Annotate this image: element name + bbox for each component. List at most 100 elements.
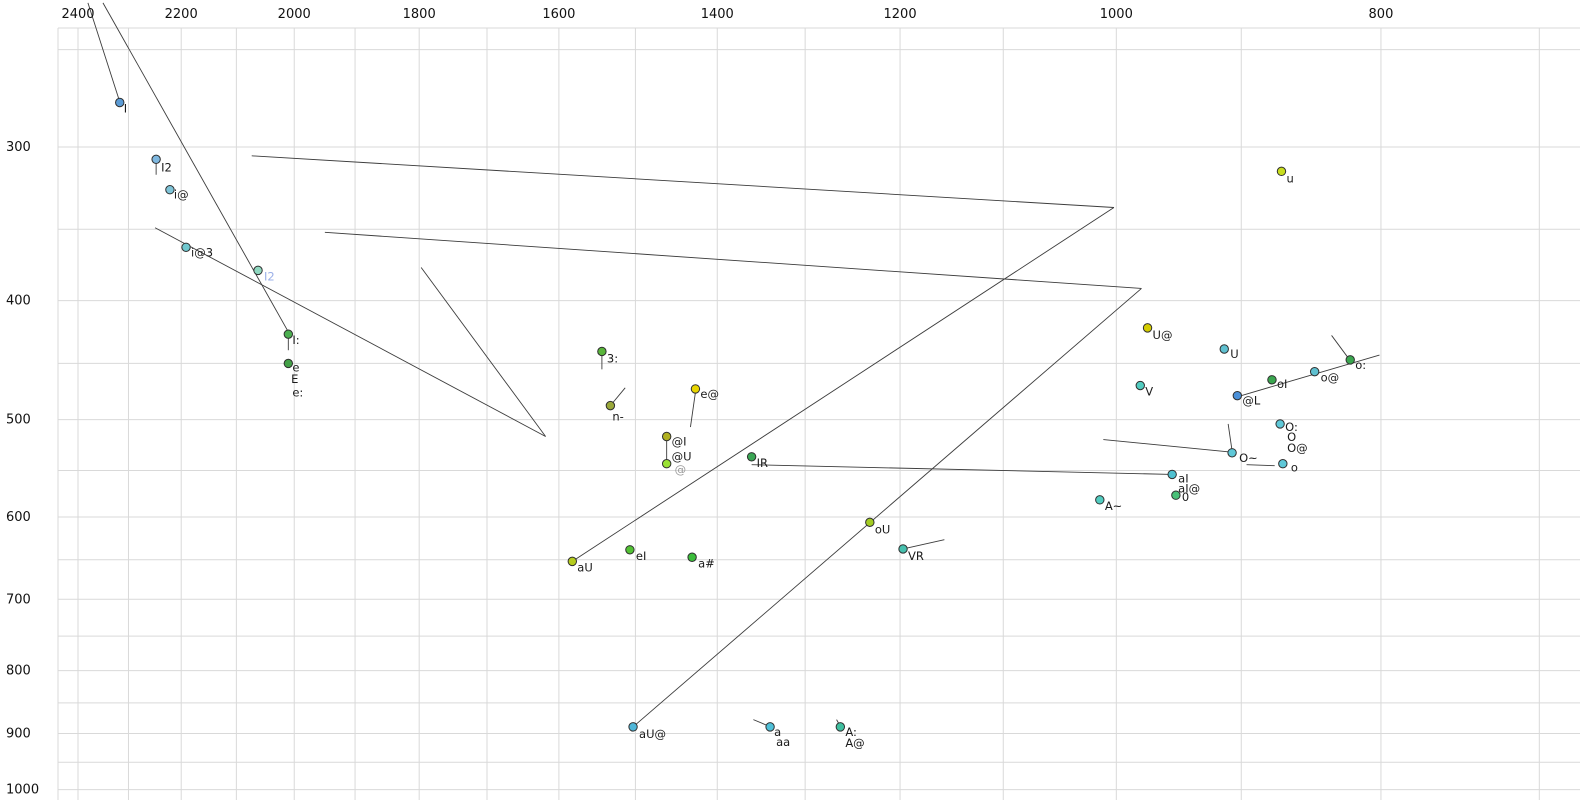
data-point-label: aI [1178, 471, 1188, 485]
data-point[interactable] [1278, 459, 1288, 469]
data-point[interactable] [1167, 469, 1177, 480]
data-point[interactable] [1276, 166, 1287, 177]
data-point[interactable] [835, 722, 846, 732]
x-tick-label: 800 [1369, 7, 1394, 22]
trajectory-line [690, 392, 696, 428]
data-point[interactable] [1227, 448, 1237, 458]
data-point[interactable] [151, 154, 161, 165]
data-point-label: oU [875, 522, 890, 536]
data-point[interactable] [661, 431, 672, 442]
data-point[interactable] [283, 358, 294, 369]
data-point-label: oI [1277, 377, 1287, 391]
data-point[interactable] [1135, 380, 1145, 391]
data-point[interactable] [690, 384, 701, 394]
data-point[interactable] [115, 97, 125, 108]
data-point-label: i@3 [191, 245, 213, 259]
trajectory-line [902, 539, 945, 550]
data-point-label: aa [776, 735, 790, 749]
data-point-label: U [1230, 347, 1238, 361]
data-point[interactable] [1171, 490, 1181, 500]
data-point-label: i@ [174, 188, 189, 202]
data-point-label: e: [292, 385, 303, 399]
data-point[interactable] [1142, 323, 1153, 333]
data-point-label: o: [1355, 358, 1366, 372]
data-point[interactable] [765, 722, 775, 732]
x-tick-label: 1400 [701, 7, 734, 22]
data-point[interactable] [1219, 344, 1229, 354]
data-point-label: eI [636, 549, 646, 563]
data-point[interactable] [165, 185, 175, 195]
x-tick-label: 2400 [61, 7, 94, 22]
data-point[interactable] [605, 400, 616, 411]
data-point-label: o [1291, 461, 1298, 475]
x-tick-label: 2000 [278, 7, 311, 22]
data-point[interactable] [1267, 375, 1277, 385]
data-point-label: VR [908, 549, 924, 563]
data-point-label: aU@ [639, 727, 666, 741]
trajectory-line [751, 464, 1173, 475]
y-tick-label: 300 [6, 140, 31, 155]
data-point[interactable] [746, 452, 757, 462]
data-point[interactable] [687, 552, 697, 562]
data-point[interactable] [628, 722, 638, 732]
data-point-label: I2 [161, 160, 172, 174]
data-point[interactable] [625, 545, 635, 555]
y-tick-label: 900 [6, 726, 31, 741]
trajectory-line [420, 267, 546, 437]
data-point-label: @U [672, 450, 692, 464]
data-point-label: e [292, 360, 299, 374]
data-point[interactable] [283, 329, 294, 339]
trajectory-line [632, 288, 1142, 728]
trajectory-line [1237, 354, 1380, 398]
data-point[interactable] [597, 346, 607, 357]
data-point[interactable] [898, 544, 908, 554]
data-point[interactable] [1309, 366, 1320, 377]
data-point-label: aU [577, 560, 592, 574]
data-point-label: IR [757, 456, 768, 470]
data-point[interactable] [1095, 495, 1105, 505]
data-point-label: A@ [845, 736, 864, 750]
data-point[interactable] [1275, 419, 1285, 429]
data-point[interactable] [181, 242, 191, 252]
data-point-label: O: [1285, 420, 1298, 434]
trajectory-line [572, 207, 1115, 562]
data-point-label: o@ [1321, 371, 1340, 385]
y-tick-label: 400 [6, 294, 31, 309]
data-point[interactable] [567, 556, 577, 567]
trajectory-line [102, 2, 290, 334]
data-point[interactable] [1345, 355, 1355, 365]
data-point-label: e@ [700, 387, 719, 401]
data-point-label: aI@ [1178, 481, 1200, 495]
y-tick-label: 1000 [6, 783, 39, 798]
data-point-label: O~ [1239, 451, 1258, 465]
data-point-label: @ [675, 463, 687, 477]
x-tick-label: 2200 [165, 7, 198, 22]
x-tick-label: 1000 [1100, 7, 1133, 22]
y-tick-label: 500 [6, 413, 31, 428]
data-point[interactable] [1232, 390, 1243, 401]
data-point-label: n- [612, 410, 623, 424]
y-tick-label: 600 [6, 510, 31, 525]
data-point-label: a [774, 725, 781, 739]
x-tick-label: 1200 [884, 7, 917, 22]
data-point-label: I2 [264, 269, 275, 283]
data-point-label: 3: [607, 351, 618, 365]
data-point-label: V [1145, 385, 1153, 399]
trajectory-line [1331, 335, 1350, 359]
y-tick-label: 700 [6, 592, 31, 607]
y-tick-label: 800 [6, 664, 31, 679]
data-point[interactable] [661, 459, 672, 469]
data-point-label: @I [672, 434, 687, 448]
data-point-label: E [291, 372, 298, 386]
data-point[interactable] [253, 265, 263, 276]
data-point-label: I [124, 101, 127, 115]
data-point-label: O [1287, 430, 1296, 444]
x-tick-label: 1600 [542, 7, 575, 22]
data-point[interactable] [865, 517, 875, 528]
data-point-label: @L [1242, 394, 1261, 408]
data-point-label: I: [292, 333, 299, 347]
data-point-label: U@ [1153, 328, 1173, 342]
data-point-label: 0 [1182, 490, 1189, 504]
